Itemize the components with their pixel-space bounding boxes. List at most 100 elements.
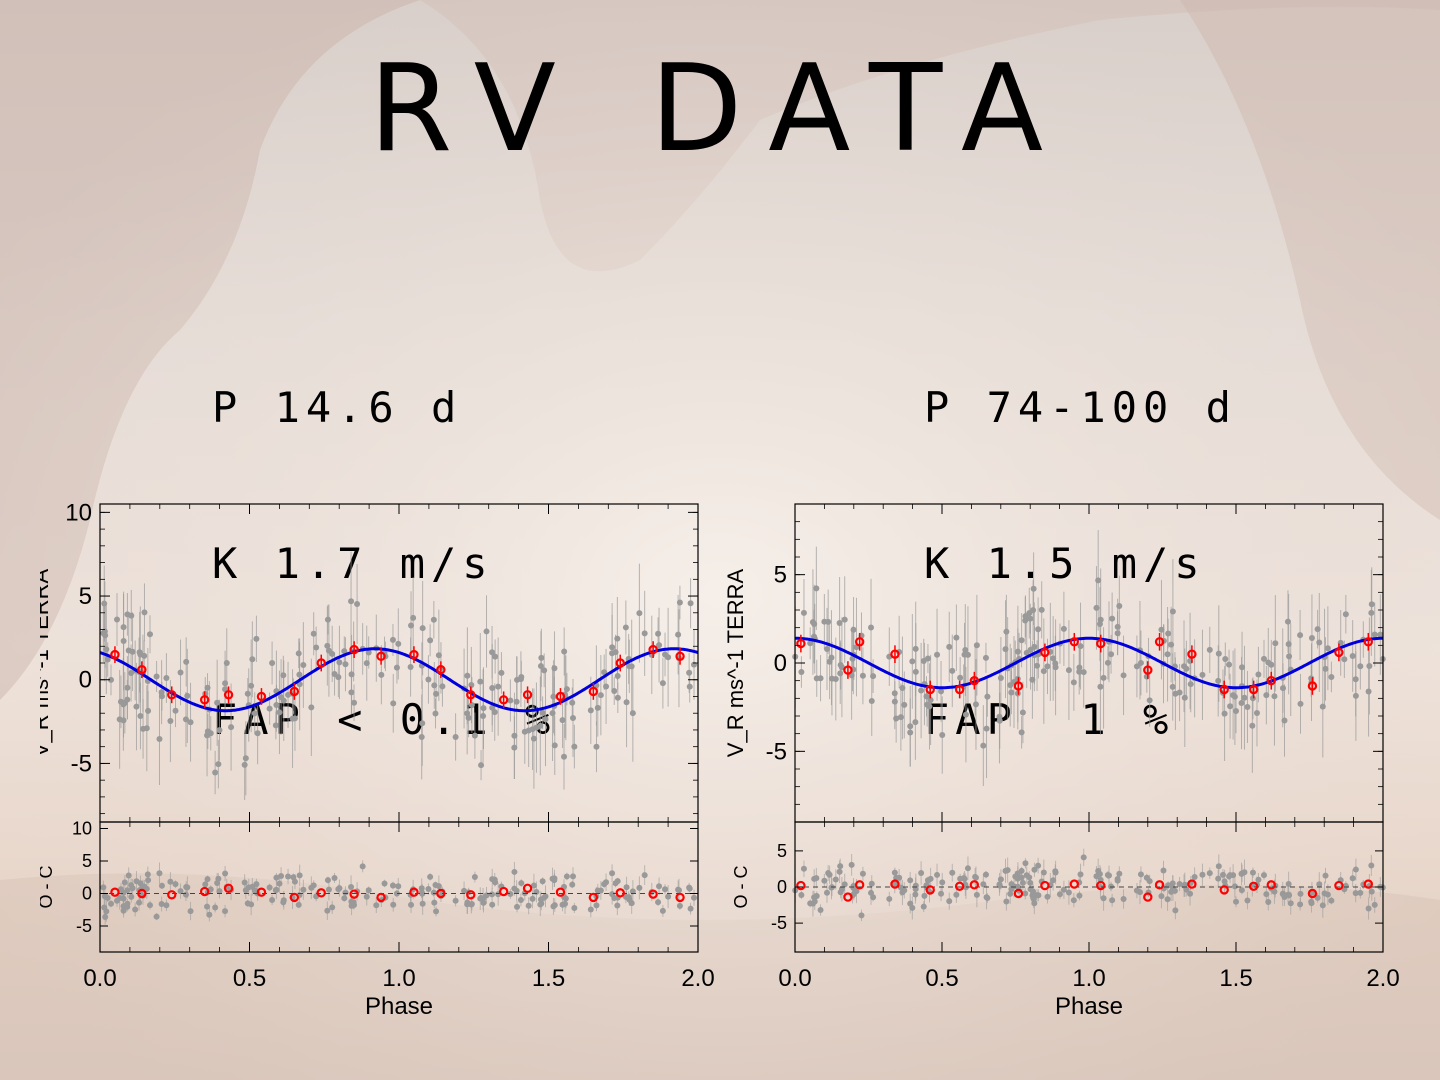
x-tick-label: 1.5 — [1219, 965, 1252, 992]
raw-point — [313, 644, 320, 651]
raw-residual-point — [1244, 897, 1251, 904]
raw-point — [662, 651, 669, 658]
raw-point — [216, 727, 223, 734]
binned-residual-point — [522, 883, 533, 893]
raw-point — [623, 699, 630, 706]
raw-residual-point — [614, 902, 621, 909]
raw-residual-point — [813, 875, 820, 882]
raw-point — [1168, 641, 1175, 648]
raw-point — [1352, 692, 1359, 699]
raw-point — [113, 616, 120, 623]
binned-point — [409, 649, 419, 660]
raw-point — [641, 630, 648, 637]
raw-residual-point — [249, 883, 256, 890]
raw-point — [1114, 630, 1121, 637]
raw-residual-point — [1022, 890, 1029, 897]
y-tick-label: -5 — [766, 738, 787, 765]
raw-residual-point — [452, 897, 459, 904]
y-tick-label: 10 — [65, 499, 92, 526]
raw-point — [972, 701, 979, 708]
binned-residual-point — [223, 883, 234, 893]
binned-point — [1219, 684, 1229, 695]
binned-residual-point — [137, 888, 147, 899]
raw-residual-point — [269, 896, 276, 903]
raw-residual-point — [1044, 893, 1051, 900]
raw-point — [128, 612, 135, 619]
raw-residual-point — [280, 899, 287, 906]
raw-residual-point — [1158, 893, 1165, 900]
raw-residual-point — [1199, 871, 1206, 878]
raw-point — [310, 630, 317, 637]
raw-residual-point — [1187, 890, 1194, 897]
left-period: P 14.6 d — [212, 383, 463, 432]
raw-point — [1164, 651, 1171, 658]
raw-residual-point — [1284, 891, 1291, 898]
raw-residual-point — [938, 890, 945, 897]
raw-residual-point — [156, 870, 163, 877]
y-tick-label: 5 — [774, 562, 787, 589]
raw-point — [1002, 646, 1009, 653]
raw-residual-point — [1108, 883, 1115, 890]
raw-point — [813, 585, 820, 592]
raw-point — [480, 712, 487, 719]
binned-residual-point — [1013, 888, 1024, 899]
residual-y-tick-label: 0 — [82, 884, 92, 904]
raw-point — [1165, 630, 1172, 637]
binned-point — [1096, 638, 1106, 649]
raw-point — [228, 724, 235, 731]
raw-point — [927, 696, 934, 703]
binned-residual-point — [1143, 892, 1153, 902]
raw-residual-point — [1168, 888, 1175, 895]
raw-residual-point — [468, 901, 475, 908]
raw-point — [984, 693, 991, 700]
raw-residual-point — [859, 870, 866, 877]
raw-point — [335, 674, 342, 681]
raw-residual-point — [182, 891, 189, 898]
raw-point — [251, 710, 258, 717]
raw-point — [938, 688, 945, 695]
raw-point — [1357, 663, 1364, 670]
raw-point — [431, 682, 438, 689]
raw-point — [868, 624, 875, 631]
raw-point — [395, 640, 402, 647]
raw-residual-point — [798, 892, 805, 899]
raw-point — [539, 709, 546, 716]
raw-residual-point — [921, 892, 928, 899]
residual-y-tick-label: 0 — [777, 877, 787, 897]
raw-point — [1341, 656, 1348, 663]
raw-point — [953, 634, 960, 641]
binned-point — [1143, 665, 1153, 675]
raw-point — [425, 676, 432, 683]
right-params-block: P 74-100 d K 1.5 m/s FAP 1 % — [924, 278, 1237, 798]
raw-point — [419, 720, 426, 727]
binned-residual-point — [796, 880, 806, 891]
raw-residual-point — [1260, 872, 1267, 879]
raw-residual-point — [342, 889, 349, 896]
raw-residual-point — [310, 882, 317, 889]
raw-point — [1060, 625, 1067, 632]
binned-residual-point — [1187, 879, 1197, 889]
raw-point — [622, 624, 629, 631]
raw-residual-point — [427, 873, 434, 880]
raw-residual-point — [1008, 886, 1015, 893]
binned-residual-point — [555, 887, 566, 897]
raw-residual-point — [390, 901, 397, 908]
raw-point — [342, 661, 349, 668]
residual-y-tick-label: 5 — [82, 851, 92, 871]
raw-residual-point — [1183, 886, 1190, 893]
binned-point — [110, 649, 120, 660]
raw-point — [1034, 662, 1041, 669]
raw-point — [686, 669, 693, 676]
raw-residual-point — [539, 878, 546, 885]
raw-point — [1108, 651, 1115, 658]
raw-point — [1008, 689, 1015, 696]
raw-residual-point — [435, 883, 442, 890]
raw-point — [551, 742, 558, 749]
right-amplitude: K 1.5 m/s — [924, 539, 1206, 588]
raw-point — [1176, 689, 1183, 696]
raw-residual-point — [1143, 874, 1150, 881]
raw-residual-point — [1019, 879, 1026, 886]
binned-residual-point — [349, 889, 359, 899]
raw-residual-point — [1349, 875, 1356, 882]
raw-point — [1109, 615, 1116, 622]
